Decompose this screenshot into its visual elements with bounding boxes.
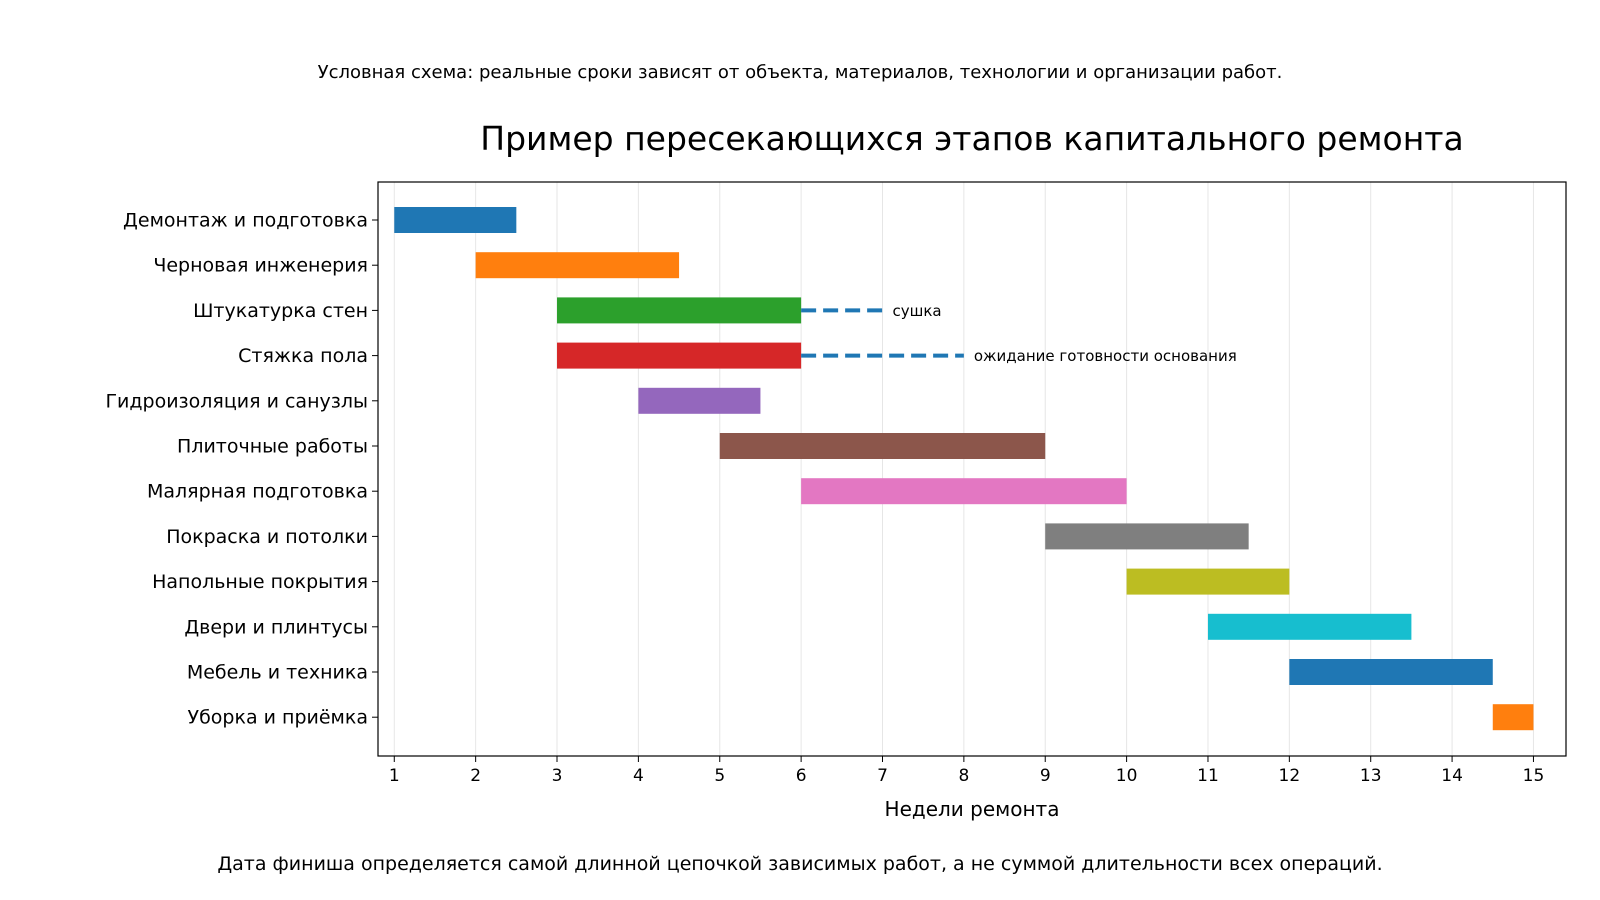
task-bar bbox=[1045, 523, 1249, 550]
x-tick-label: 14 bbox=[1441, 766, 1463, 786]
y-tick-label: Гидроизоляция и санузлы bbox=[105, 390, 368, 412]
x-tick-label: 12 bbox=[1279, 766, 1301, 786]
task-bar bbox=[475, 252, 680, 279]
task-bar bbox=[1492, 704, 1534, 731]
task-bar bbox=[719, 433, 1046, 459]
x-tick-label: 7 bbox=[877, 766, 888, 786]
task-bar bbox=[557, 297, 802, 324]
x-tick-label: 13 bbox=[1360, 766, 1382, 786]
task-bar bbox=[394, 207, 517, 233]
chart-bottom-note: Дата финиша определяется самой длинной ц… bbox=[217, 853, 1383, 875]
x-tick-label: 15 bbox=[1523, 766, 1545, 786]
y-tick-label: Мебель и техника bbox=[187, 662, 368, 684]
x-tick-label: 9 bbox=[1040, 766, 1051, 786]
x-tick-label: 6 bbox=[796, 766, 807, 786]
chart-top-note: Условная схема: реальные сроки зависят о… bbox=[317, 62, 1283, 83]
task-bar bbox=[1126, 568, 1290, 595]
task-bar bbox=[638, 387, 761, 414]
x-tick-label: 4 bbox=[633, 766, 644, 786]
y-tick-label: Стяжка пола bbox=[238, 345, 368, 367]
task-bar bbox=[1207, 613, 1412, 640]
x-tick-label: 10 bbox=[1116, 766, 1138, 786]
task-bars: сушка ожидание готовности основания bbox=[394, 207, 1534, 731]
y-tick-label: Плиточные работы bbox=[177, 436, 368, 458]
x-axis: 1 2 3 4 5 6 7 8 9 10 11 12 13 14 15 bbox=[389, 756, 1544, 786]
x-tick-label: 5 bbox=[714, 766, 725, 786]
x-tick-label: 1 bbox=[389, 766, 400, 786]
plot-area bbox=[377, 181, 1567, 757]
y-tick-label: Напольные покрытия bbox=[152, 571, 368, 593]
wait-label: сушка bbox=[892, 302, 941, 320]
y-tick-label: Уборка и приёмка bbox=[188, 707, 369, 729]
task-bar bbox=[1289, 659, 1493, 685]
task-bar bbox=[557, 342, 802, 369]
x-tick-label: 11 bbox=[1197, 766, 1219, 786]
x-tick-label: 8 bbox=[958, 766, 969, 786]
y-tick-label: Покраска и потолки bbox=[166, 526, 368, 548]
y-tick-label: Штукатурка стен bbox=[193, 300, 368, 322]
y-tick-label: Черновая инженерия bbox=[153, 255, 368, 277]
x-tick-label: 2 bbox=[470, 766, 481, 786]
chart-title: Пример пересекающихся этапов капитальног… bbox=[480, 119, 1463, 158]
x-tick-label: 3 bbox=[552, 766, 563, 786]
y-axis: Демонтаж и подготовка Черновая инженерия Ш… bbox=[105, 210, 378, 729]
y-tick-label: Малярная подготовка bbox=[147, 481, 368, 503]
x-axis-label: Недели ремонта bbox=[885, 797, 1060, 821]
wait-label: ожидание готовности основания bbox=[974, 347, 1237, 365]
y-tick-label: Демонтаж и подготовка bbox=[123, 210, 368, 232]
y-tick-label: Двери и плинтусы bbox=[184, 616, 368, 638]
task-bar bbox=[801, 478, 1127, 505]
